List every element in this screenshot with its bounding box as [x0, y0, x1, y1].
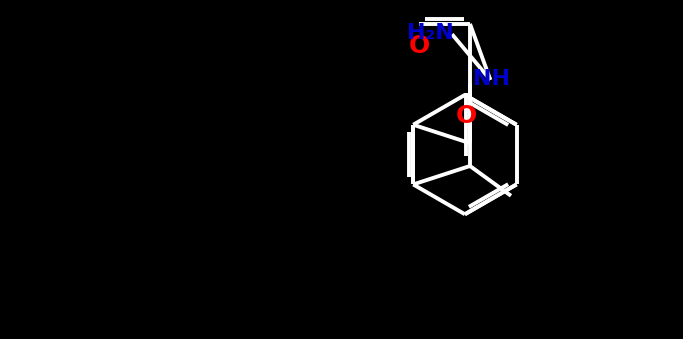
- Text: O: O: [408, 34, 430, 58]
- Text: O: O: [456, 104, 477, 128]
- Text: H₂N: H₂N: [406, 23, 454, 43]
- Text: NH: NH: [473, 68, 510, 88]
